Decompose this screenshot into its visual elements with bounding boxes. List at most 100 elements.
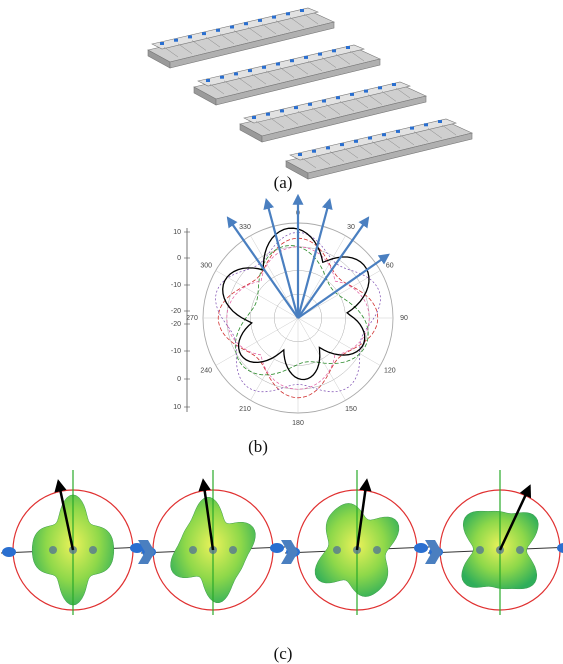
- divider: [381, 91, 397, 102]
- divider: [311, 107, 327, 119]
- pattern-curve: [215, 232, 381, 393]
- node: [89, 546, 97, 554]
- divider: [265, 70, 281, 82]
- slab-ridge: [243, 81, 411, 124]
- divider: [177, 43, 193, 54]
- angle-label: 210: [239, 406, 251, 413]
- divider: [237, 77, 253, 88]
- beam-arrow: [297, 253, 390, 319]
- slab-front: [307, 132, 473, 180]
- divider: [353, 97, 369, 109]
- slab-base: [239, 85, 427, 137]
- element: [318, 52, 322, 56]
- divider: [321, 57, 337, 68]
- angle-label: 150: [345, 406, 357, 413]
- beam-arrow: [263, 198, 300, 319]
- divider: [315, 154, 331, 165]
- beam-direction: [498, 484, 532, 551]
- polar-spoke: [297, 317, 381, 366]
- divider: [163, 46, 179, 58]
- node: [476, 546, 484, 554]
- radial-label: -20: [171, 321, 181, 328]
- divider: [367, 94, 383, 105]
- panel-b: 0 30 60 90 120 150 180 210 240 270 300 330 10 0 -10 -20…: [171, 193, 408, 427]
- element: [234, 72, 238, 76]
- feed: [130, 543, 144, 553]
- divider: [283, 114, 299, 125]
- divider: [427, 128, 443, 139]
- divider: [297, 110, 313, 122]
- radial-label: 10: [173, 404, 181, 411]
- polar-spoke: [250, 317, 299, 401]
- divider: [279, 67, 295, 78]
- element: [258, 18, 262, 22]
- divider: [399, 134, 415, 146]
- radial-label: -10: [171, 282, 181, 289]
- radial-label: -20: [171, 308, 181, 315]
- divider: [191, 40, 207, 51]
- divider: [301, 157, 317, 169]
- divider: [385, 137, 401, 149]
- divider: [349, 50, 365, 62]
- caption: (c): [274, 644, 293, 663]
- angle-label: 330: [239, 224, 251, 231]
- pattern-curve: [217, 237, 379, 399]
- element: [350, 92, 354, 96]
- element: [174, 38, 178, 42]
- element: [160, 42, 164, 45]
- pattern-curve: [226, 246, 370, 390]
- element: [276, 62, 280, 66]
- element: [340, 143, 344, 147]
- element: [244, 22, 248, 26]
- divider: [293, 63, 309, 75]
- angle-label: 30: [347, 224, 355, 231]
- divider: [247, 26, 263, 38]
- radial-label: 10: [173, 229, 181, 236]
- element: [262, 65, 266, 69]
- divider: [289, 17, 305, 28]
- divider: [343, 147, 359, 159]
- divider: [219, 33, 235, 45]
- element: [294, 106, 298, 110]
- divider: [251, 73, 267, 85]
- divider: [371, 141, 387, 152]
- beam-direction: [54, 479, 75, 551]
- radial-label: 0: [177, 376, 181, 383]
- element: [216, 28, 220, 32]
- element: [364, 89, 368, 93]
- divider: [413, 131, 429, 142]
- caption: (b): [248, 437, 268, 456]
- node: [49, 546, 57, 554]
- angle-label: 270: [186, 315, 198, 322]
- element: [396, 129, 400, 133]
- element: [300, 9, 304, 12]
- divider: [303, 13, 319, 25]
- element: [424, 123, 428, 127]
- angle-label: 90: [400, 315, 408, 322]
- node: [373, 546, 381, 554]
- element: [336, 96, 340, 100]
- slab-base: [147, 11, 335, 63]
- element: [298, 153, 302, 156]
- beam-direction: [355, 478, 372, 551]
- angle-label: 300: [200, 262, 212, 269]
- angle-label: 180: [292, 420, 304, 427]
- element: [248, 69, 252, 73]
- polar-spoke: [250, 235, 299, 319]
- angle-label: 240: [200, 367, 212, 374]
- divider: [255, 120, 271, 132]
- element: [290, 59, 294, 63]
- element: [392, 83, 396, 86]
- radial-label: -10: [171, 348, 181, 355]
- pattern-curve: [222, 227, 370, 381]
- feed: [270, 543, 284, 553]
- element: [286, 12, 290, 16]
- element: [272, 15, 276, 19]
- node: [229, 546, 237, 554]
- divider: [275, 20, 291, 31]
- element: [308, 102, 312, 106]
- angle-label: 60: [386, 262, 394, 269]
- step-arrow: [425, 540, 442, 564]
- feed: [557, 543, 563, 553]
